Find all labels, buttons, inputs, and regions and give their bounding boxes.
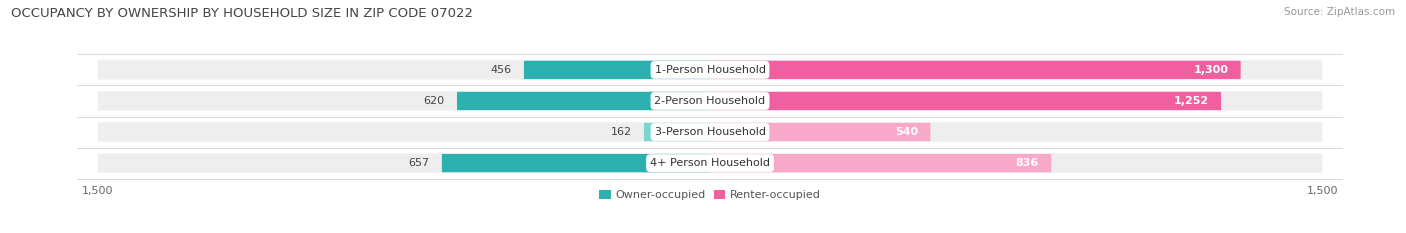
FancyBboxPatch shape (710, 154, 1052, 172)
Text: 3-Person Household: 3-Person Household (655, 127, 765, 137)
FancyBboxPatch shape (710, 123, 931, 141)
Text: 1,300: 1,300 (1194, 65, 1229, 75)
FancyBboxPatch shape (98, 122, 1322, 142)
FancyBboxPatch shape (710, 61, 1240, 79)
Text: 456: 456 (491, 65, 512, 75)
Text: OCCUPANCY BY OWNERSHIP BY HOUSEHOLD SIZE IN ZIP CODE 07022: OCCUPANCY BY OWNERSHIP BY HOUSEHOLD SIZE… (11, 7, 474, 20)
Text: 657: 657 (409, 158, 430, 168)
FancyBboxPatch shape (98, 91, 1322, 111)
Text: 2-Person Household: 2-Person Household (654, 96, 766, 106)
Legend: Owner-occupied, Renter-occupied: Owner-occupied, Renter-occupied (595, 185, 825, 205)
Text: 162: 162 (610, 127, 631, 137)
Text: 540: 540 (896, 127, 918, 137)
FancyBboxPatch shape (457, 92, 710, 110)
FancyBboxPatch shape (524, 61, 710, 79)
Text: 1-Person Household: 1-Person Household (655, 65, 765, 75)
Text: 620: 620 (423, 96, 444, 106)
FancyBboxPatch shape (644, 123, 710, 141)
Text: 4+ Person Household: 4+ Person Household (650, 158, 770, 168)
Text: Source: ZipAtlas.com: Source: ZipAtlas.com (1284, 7, 1395, 17)
FancyBboxPatch shape (98, 60, 1322, 79)
FancyBboxPatch shape (710, 92, 1220, 110)
FancyBboxPatch shape (441, 154, 710, 172)
FancyBboxPatch shape (98, 154, 1322, 173)
Text: 836: 836 (1015, 158, 1039, 168)
Text: 1,252: 1,252 (1174, 96, 1209, 106)
